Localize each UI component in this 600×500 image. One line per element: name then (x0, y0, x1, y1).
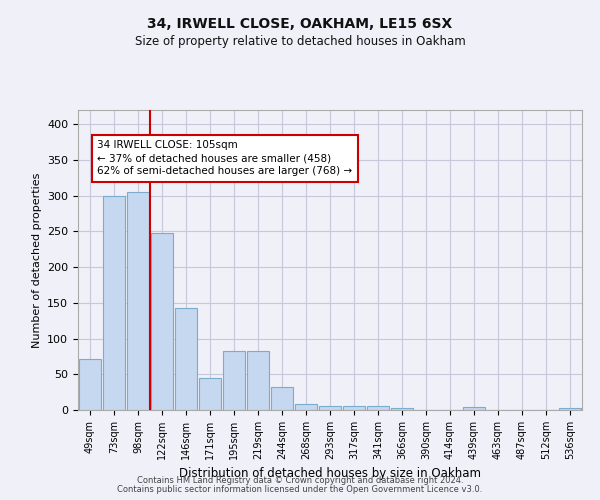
Bar (247, 350, 269, 410)
Bar (463, 407, 485, 410)
Bar (199, 378, 221, 410)
Bar (391, 408, 413, 410)
Text: Contains HM Land Registry data © Crown copyright and database right 2024.: Contains HM Land Registry data © Crown c… (137, 476, 463, 485)
Text: 34, IRWELL CLOSE, OAKHAM, LE15 6SX: 34, IRWELL CLOSE, OAKHAM, LE15 6SX (148, 18, 452, 32)
Bar (559, 408, 581, 410)
X-axis label: Distribution of detached houses by size in Oakham: Distribution of detached houses by size … (179, 468, 481, 480)
Bar (295, 404, 317, 410)
Text: Size of property relative to detached houses in Oakham: Size of property relative to detached ho… (134, 35, 466, 48)
Bar (223, 350, 245, 410)
Text: Contains public sector information licensed under the Open Government Licence v3: Contains public sector information licen… (118, 485, 482, 494)
Bar (127, 192, 149, 410)
Y-axis label: Number of detached properties: Number of detached properties (32, 172, 41, 348)
Bar (175, 308, 197, 410)
Bar (103, 196, 125, 410)
Bar (271, 387, 293, 410)
Bar (367, 406, 389, 410)
Bar (319, 406, 341, 410)
Bar (151, 233, 173, 410)
Text: 34 IRWELL CLOSE: 105sqm
← 37% of detached houses are smaller (458)
62% of semi-d: 34 IRWELL CLOSE: 105sqm ← 37% of detache… (97, 140, 352, 176)
Bar (343, 406, 365, 410)
Bar (79, 358, 101, 410)
